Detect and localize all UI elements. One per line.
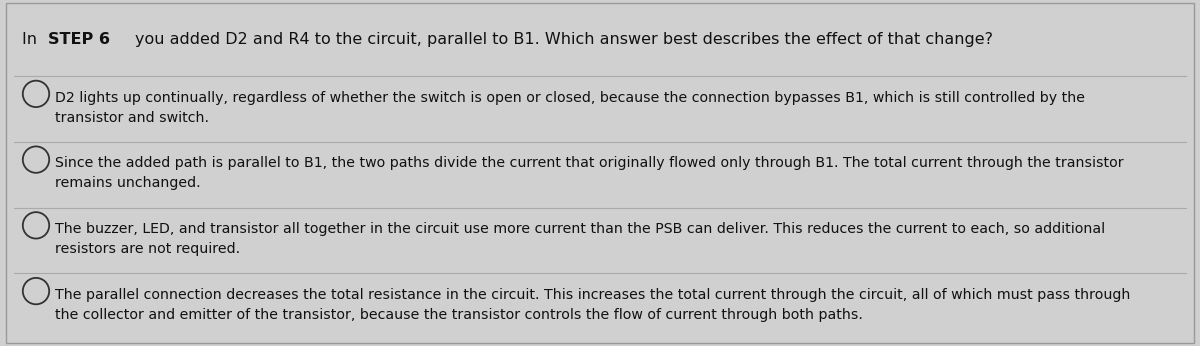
Text: D2 lights up continually, regardless of whether the switch is open or closed, be: D2 lights up continually, regardless of … xyxy=(55,91,1085,125)
Text: STEP 6: STEP 6 xyxy=(48,32,115,47)
Text: you added D2 and R4 to the circuit, parallel to B1. Which answer best describes : you added D2 and R4 to the circuit, para… xyxy=(134,32,992,47)
Text: The buzzer, LED, and transistor all together in the circuit use more current tha: The buzzer, LED, and transistor all toge… xyxy=(55,222,1105,256)
Text: Since the added path is parallel to B1, the two paths divide the current that or: Since the added path is parallel to B1, … xyxy=(55,156,1124,190)
Text: In: In xyxy=(22,32,42,47)
Text: The parallel connection decreases the total resistance in the circuit. This incr: The parallel connection decreases the to… xyxy=(55,288,1130,322)
